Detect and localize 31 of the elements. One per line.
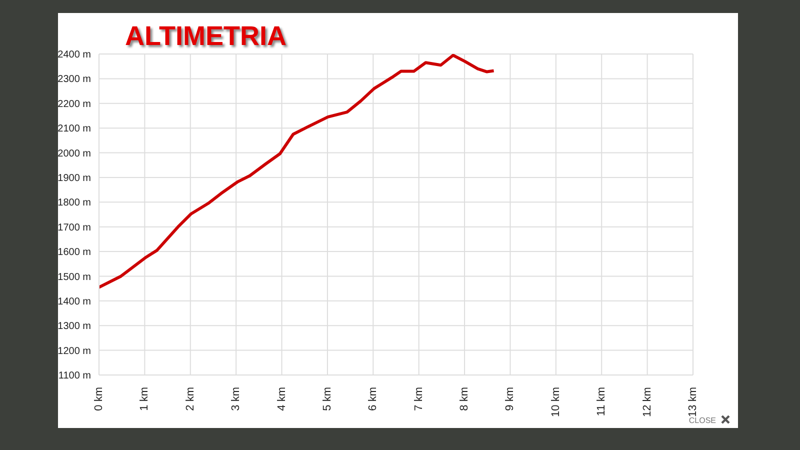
y-tick-label: 2100 m: [58, 124, 91, 135]
x-tick-label: 6 km: [367, 387, 380, 411]
x-tick-label: 2 km: [184, 387, 196, 411]
x-tick-label: 9 km: [504, 387, 516, 411]
y-tick-label: 2400 m: [58, 50, 91, 61]
chart-title: ALTIMETRIA: [125, 21, 286, 52]
x-tick-label: 10 km: [550, 387, 562, 417]
y-tick-label: 1900 m: [58, 173, 91, 184]
text: CLOSE: [688, 416, 716, 425]
x-tick-label: 11 km: [596, 387, 608, 416]
x-tick-label: 12 km: [641, 387, 654, 417]
x-tick-label: 3 km: [230, 387, 242, 411]
y-tick-label: 1800 m: [58, 198, 91, 209]
x-tick-label: 4 km: [276, 387, 288, 411]
x-tick-label: 5 km: [321, 387, 334, 411]
y-tick-label: 1700 m: [58, 222, 91, 234]
y-tick-label: 1400 m: [58, 296, 91, 308]
y-tick-label: 2200 m: [58, 98, 91, 110]
y-tick-label: 1600 m: [58, 247, 91, 258]
x-tick-label: 0 km: [93, 387, 105, 411]
y-tick-label: 1200 m: [58, 346, 91, 357]
x-tick-label: 1 km: [138, 387, 151, 411]
y-tick-label: 1500 m: [58, 272, 91, 283]
x-tick-label: 7 km: [412, 387, 425, 411]
y-tick-label: 2000 m: [58, 148, 91, 160]
x-tick-label: 8 km: [458, 387, 471, 411]
x-tick-label: 13 km: [687, 387, 699, 417]
y-tick-label: 1300 m: [58, 321, 91, 332]
y-tick-label: 2300 m: [58, 74, 91, 86]
y-tick-label: 1100 m: [58, 370, 91, 382]
line-series: [99, 54, 496, 289]
